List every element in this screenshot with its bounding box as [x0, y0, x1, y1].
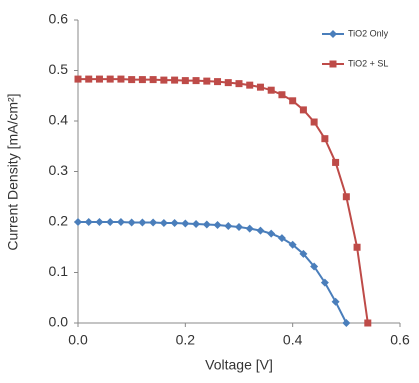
data-point: [117, 75, 125, 83]
data-point: [214, 78, 222, 86]
x-tick-label: 0.0: [68, 332, 88, 348]
data-point: [95, 75, 103, 83]
data-point: [192, 77, 200, 85]
data-point: [321, 135, 329, 143]
data-point: [320, 278, 329, 287]
data-point: [364, 319, 372, 327]
data-point: [256, 83, 264, 91]
data-point: [192, 220, 201, 229]
data-point: [116, 218, 125, 226]
data-point: [235, 80, 243, 88]
data-point: [224, 222, 233, 231]
data-point: [74, 218, 82, 226]
data-point: [74, 75, 82, 83]
data-point: [224, 79, 232, 87]
data-point: [85, 75, 93, 83]
data-point: [288, 240, 297, 249]
y-tick-label: 0.1: [49, 263, 69, 279]
series-line: [78, 221, 348, 324]
data-point: [170, 219, 179, 228]
legend-marker: [329, 30, 337, 38]
data-point: [106, 218, 115, 226]
series-line: [78, 78, 369, 324]
y-tick-label: 0.2: [49, 213, 69, 229]
y-tick-label: 0.6: [49, 11, 69, 27]
data-point: [160, 76, 168, 84]
data-point: [299, 249, 308, 258]
data-point: [181, 219, 190, 228]
data-point: [342, 319, 351, 327]
data-point: [106, 75, 114, 83]
data-point: [95, 218, 104, 226]
data-point: [149, 218, 158, 227]
data-point: [138, 76, 146, 84]
data-point: [138, 218, 147, 227]
data-point: [289, 97, 297, 105]
data-point: [245, 224, 254, 233]
data-point: [246, 81, 254, 89]
y-axis-label: Current Density [mA/cm²]: [5, 93, 21, 250]
legend-marker: [329, 60, 337, 68]
x-tick-label: 0.2: [176, 332, 196, 348]
data-point: [267, 86, 275, 94]
legend-label: TiO2 + SL: [348, 58, 388, 68]
data-point: [235, 223, 243, 232]
x-tick-label: 0.4: [283, 332, 303, 348]
data-point: [267, 229, 276, 238]
y-tick-label: 0.5: [49, 61, 69, 77]
data-point: [213, 221, 222, 230]
data-point: [84, 218, 93, 226]
y-tick-label: 0.3: [49, 162, 69, 178]
data-point: [159, 219, 168, 228]
data-point: [277, 234, 286, 243]
y-tick-label: 0.0: [49, 314, 69, 330]
data-point: [202, 220, 211, 229]
data-point: [331, 297, 340, 306]
data-point: [353, 243, 361, 251]
data-point: [171, 76, 179, 84]
y-tick-label: 0.4: [49, 112, 69, 128]
x-tick-label: 0.6: [390, 332, 410, 348]
data-point: [149, 76, 157, 84]
data-point: [181, 77, 189, 85]
data-point: [310, 118, 318, 126]
data-point: [278, 91, 286, 99]
data-point: [128, 76, 136, 84]
data-point: [310, 262, 319, 271]
data-point: [332, 158, 340, 166]
data-point: [256, 226, 265, 235]
legend-label: TiO2 Only: [348, 28, 389, 38]
x-axis-label: Voltage [V]: [205, 357, 273, 373]
data-point: [203, 77, 211, 85]
data-point: [127, 218, 136, 227]
data-point: [342, 193, 350, 201]
data-point: [299, 106, 307, 114]
